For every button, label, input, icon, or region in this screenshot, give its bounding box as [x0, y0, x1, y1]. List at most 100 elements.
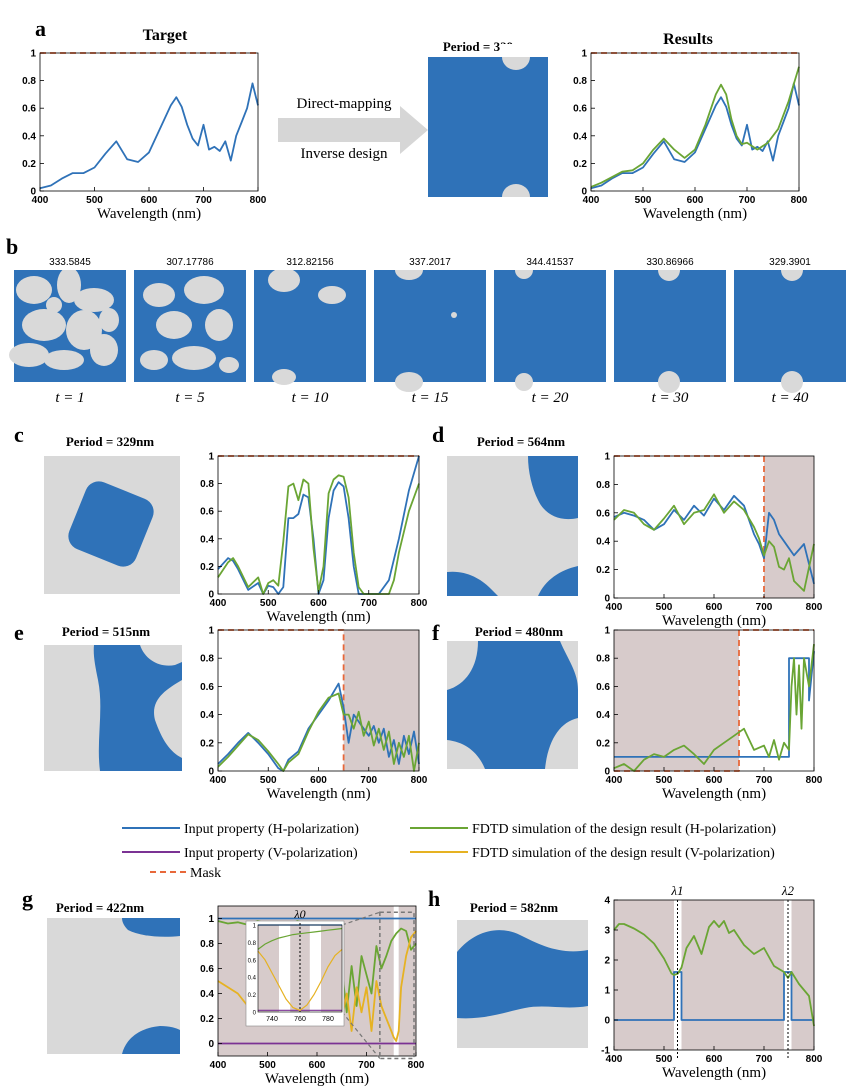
panel-letter-a: a: [35, 16, 46, 41]
x-tick-label: 700: [756, 1054, 773, 1065]
series-green-line: [613, 643, 815, 772]
x-tick-label: 800: [806, 775, 823, 786]
panel-b-evolution: 333.5845 t = 1 307.17786 t = 5 312.82156 t = …: [9, 257, 848, 406]
structure-f: [447, 641, 578, 769]
y-tick-label: 0.4: [596, 710, 610, 721]
x-axis-label: Wavelength (nm): [662, 1065, 766, 1081]
x-tick-label: 600: [310, 598, 327, 609]
legend-label: Mask: [190, 866, 221, 881]
tile-mask-top: [612, 258, 728, 270]
noise-blob: [219, 357, 239, 373]
x-tick-label: 500: [635, 195, 652, 206]
y-tick-label: 0.6: [200, 507, 214, 518]
y-tick-label: 1: [604, 452, 610, 463]
panel-letter-f: f: [432, 620, 440, 645]
y-tick-label: 0.8: [200, 939, 214, 950]
x-tick-label: 700: [195, 195, 212, 206]
x-tick-label: 600: [310, 775, 327, 786]
chart-g-inset: 740 760 780 0 0.2 0.4 0.6 0.8 1 λ0: [245, 907, 345, 1027]
y-tick-label: 1: [30, 49, 36, 60]
blob: [451, 312, 457, 318]
inset-y-tick-label: 1: [253, 924, 257, 930]
target-title: Target: [143, 27, 188, 44]
inset-series-yellow: [257, 948, 343, 1011]
y-tick-label: 0.4: [596, 537, 610, 548]
x-tick-label: 400: [210, 598, 227, 609]
tile-mask-top: [492, 258, 608, 270]
structure-c: [44, 456, 180, 594]
chart-c: 400 500 600 700 800 0 0.2 0.4 0.6 0.8 1 Wavelength …: [200, 452, 428, 626]
y-tick-label: 0: [208, 1039, 214, 1050]
shade-region-0: [614, 900, 674, 1050]
evolution-tile: [372, 258, 488, 392]
period-value-label: 312.82156: [286, 257, 334, 268]
y-tick-label: 0.6: [596, 682, 610, 693]
direct-mapping-arrow: [278, 106, 428, 154]
series-blue-line: [614, 971, 814, 1021]
y-tick-label: 0.6: [596, 508, 610, 519]
y-tick-label: 0.8: [200, 654, 214, 665]
series-mask-line: [614, 455, 765, 598]
series-green-line: [613, 493, 815, 592]
tile-mask-top: [732, 258, 848, 270]
x-tick-label: 600: [706, 775, 723, 786]
inset-x-tick-label: 760: [294, 1016, 306, 1023]
y-tick-label: 0.6: [22, 104, 36, 115]
panel-letter-h: h: [428, 886, 440, 911]
x-tick-label: 500: [259, 1060, 276, 1071]
blob: [318, 286, 346, 304]
lambda1-label: λ1: [670, 883, 683, 898]
x-tick-label: 800: [411, 598, 428, 609]
zoom-connector: [341, 1011, 381, 1059]
results-title: Results: [663, 31, 713, 48]
evolution-tile: [732, 258, 848, 393]
y-tick-label: 0: [604, 594, 610, 605]
inset-y-tick-label: 0: [253, 1011, 257, 1017]
tile-background: [374, 270, 486, 382]
x-tick-label: 700: [756, 775, 773, 786]
noise-blob: [156, 311, 192, 339]
x-tick-label: 500: [86, 195, 103, 206]
y-tick-label: 0: [208, 590, 214, 601]
inset-y-tick-label: 0.4: [248, 976, 257, 982]
panel-letter-c: c: [14, 422, 24, 447]
inset-frame: [257, 924, 343, 1013]
noise-blob: [143, 283, 175, 307]
structure-d: [447, 456, 578, 596]
y-tick-label: 1: [208, 626, 214, 637]
x-tick-label: 600: [309, 1060, 326, 1071]
y-tick-label: 1: [604, 986, 610, 997]
period-label-h: Period = 582nm: [470, 900, 558, 915]
y-tick-label: 0.8: [22, 76, 36, 87]
x-tick-label: 800: [408, 1060, 425, 1071]
x-tick-label: 800: [791, 195, 808, 206]
evolution-tile: [492, 258, 608, 391]
y-tick-label: 0.4: [200, 989, 214, 1000]
period-value-label: 307.17786: [166, 257, 214, 268]
x-tick-label: 400: [583, 195, 600, 206]
x-axis-label: Wavelength (nm): [266, 609, 370, 625]
x-tick-label: 800: [411, 775, 428, 786]
y-tick-label: 0: [604, 767, 610, 778]
series-blue-line: [217, 455, 420, 595]
tile-background: [614, 270, 726, 382]
y-tick-label: 2: [604, 956, 610, 967]
blob: [272, 369, 296, 385]
noise-blob: [22, 309, 66, 341]
inset-shade-0: [258, 925, 279, 1012]
chart-e: 400 500 600 700 800 0 0.2 0.4 0.6 0.8 1 Wavelength …: [200, 626, 428, 803]
period-label-f: Period = 480nm: [475, 624, 563, 639]
noise-blob: [46, 297, 62, 313]
y-tick-label: 0.2: [596, 738, 610, 749]
panel-letter-g: g: [22, 886, 33, 911]
legend-label: Input property (H-polarization): [184, 822, 359, 837]
y-tick-label: 0: [581, 187, 587, 198]
tile-mask-top: [372, 258, 488, 270]
structure-h: [457, 920, 588, 1048]
blob: [268, 268, 300, 292]
series-green-line: [217, 474, 420, 595]
blob: [515, 373, 533, 391]
step-label: t = 30: [652, 390, 689, 406]
y-tick-label: 4: [604, 896, 610, 907]
x-tick-label: 600: [687, 195, 704, 206]
